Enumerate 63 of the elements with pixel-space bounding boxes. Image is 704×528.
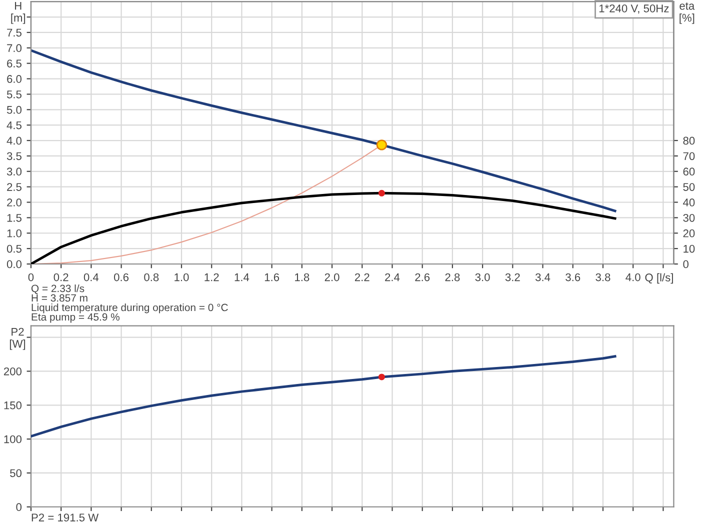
text: Q = 2.33 l/s: [31, 284, 84, 294]
y-tick-label: 0: [16, 503, 22, 512]
x-tick-label: 3.4: [535, 273, 550, 282]
y-tick-label: 2.5: [7, 183, 22, 191]
y-tick-label: 6.0: [7, 75, 22, 83]
text: P2 = 191.5 W: [32, 514, 99, 522]
y2-tick-label: 30: [683, 214, 695, 222]
y-tick-label: 1.0: [7, 229, 22, 238]
y2-tick-label: 80: [683, 136, 695, 145]
y-tick-label: 3.0: [6, 168, 22, 176]
y-tick-label: 0.0: [6, 260, 22, 268]
x-tick-label: 0.2: [54, 273, 68, 282]
y-tick-label: 4.5: [6, 121, 22, 130]
y-axis-title: P2 [W]: [10, 328, 26, 350]
y2-axis-title: eta [%]: [680, 2, 695, 24]
x-tick-label: 2.2: [354, 273, 370, 282]
y2-tick-label: 20: [683, 229, 695, 238]
x-tick-label: 3.2: [505, 273, 520, 282]
y-tick-label: 4.0: [6, 136, 22, 145]
y-tick-label: 0.5: [6, 244, 22, 253]
y-tick-label: 100: [4, 435, 22, 444]
x-tick-label: 3.8: [596, 273, 610, 282]
y-tick-label: 5.0: [6, 106, 22, 114]
y-tick-label: 7.5: [7, 28, 22, 37]
y2-tick-label: 0: [683, 260, 688, 268]
y-tick-label: 5.5: [6, 90, 22, 98]
x-tick-label: 0.8: [144, 273, 159, 282]
annotation: 1*240 V, 50Hz: [599, 4, 669, 14]
x-tick-label: 1.0: [174, 273, 189, 282]
y-axis-title: H [m]: [11, 2, 26, 24]
x-tick-label: 3.6: [566, 273, 580, 282]
y2-tick-label: 50: [683, 183, 695, 191]
y-tick-label: 1.5: [7, 214, 22, 222]
line-series: [30, 49, 616, 212]
x-tick-label: 2.0: [324, 273, 340, 282]
x-tick-label: 1.6: [264, 273, 280, 282]
y-tick-label: 3.5: [6, 152, 22, 160]
y-tick-label: 6.5: [7, 60, 22, 68]
line-series: [30, 355, 616, 438]
y-tick-label: 7.0: [7, 44, 22, 52]
y-tick-label: 2.0: [7, 198, 22, 206]
x-tick-label: 1.8: [295, 273, 310, 282]
x-tick-label: 3.0: [475, 273, 490, 282]
y2-tick-label: 70: [683, 152, 695, 160]
text: Liquid temperature during operation = 0 °C: [32, 303, 228, 314]
x-axis-title: Q [l/s]: [645, 273, 673, 284]
x-tick-label: 0.6: [114, 273, 129, 282]
x-tick-label: 0: [28, 273, 34, 282]
y2-tick-label: 40: [683, 198, 695, 206]
x-tick-label: 2.6: [415, 273, 430, 282]
x-tick-label: 1.2: [204, 273, 219, 282]
text: H = 3.857 m: [32, 294, 88, 302]
y2-tick-label: 10: [684, 244, 695, 253]
x-tick-label: 0.4: [84, 273, 99, 282]
x-tick-label: 4.0: [626, 273, 640, 282]
y-tick-label: 200: [4, 367, 22, 376]
y-tick-label: 150: [4, 401, 22, 410]
x-tick-label: 2.4: [385, 273, 400, 282]
text: Eta pump = 45.9 %: [32, 313, 120, 323]
x-tick-label: 1.4: [234, 273, 250, 282]
x-tick-label: 2.8: [445, 273, 460, 282]
y2-tick-label: 60: [683, 168, 695, 176]
y-tick-label: 50: [10, 469, 22, 478]
